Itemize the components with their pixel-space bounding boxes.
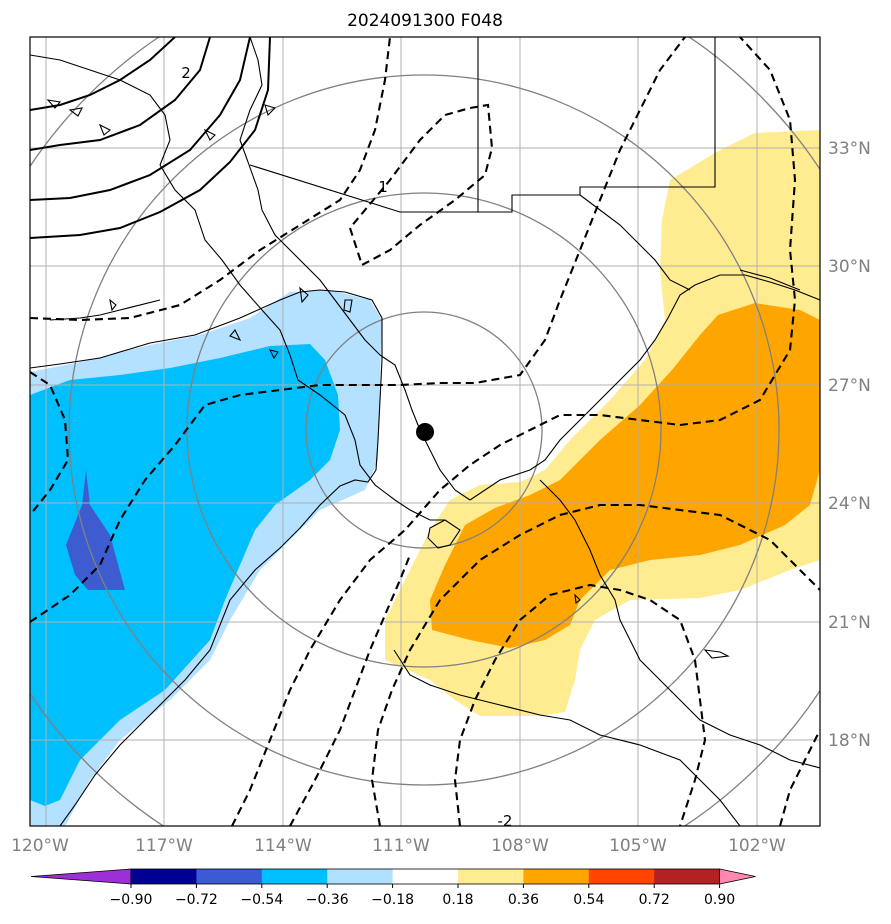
map-plot-area: 2 1 -2 (30, 37, 820, 830)
positive-anomaly-medium (430, 303, 820, 648)
lat-label: 30°N (828, 257, 871, 277)
figure-title: 2024091300 F048 (347, 11, 503, 31)
lat-label: 18°N (828, 731, 871, 751)
colorbar-tick-label: −0.18 (371, 892, 414, 908)
coastlines (30, 37, 820, 826)
dashed-contours (30, 37, 820, 826)
colorbar-segment (392, 869, 459, 884)
contour-label-1: 1 (378, 178, 388, 196)
colorbar-tick-label: −0.36 (306, 892, 349, 908)
colorbar-segment (458, 869, 524, 884)
lat-label: 24°N (828, 494, 871, 514)
colorbar-tick-label: 0.90 (704, 892, 735, 908)
colorbar-segment (654, 869, 721, 884)
lon-label: 102°W (728, 836, 786, 856)
colorbar-tick-label: −0.54 (240, 892, 283, 908)
colorbar-segment (523, 869, 590, 884)
lat-label: 33°N (828, 139, 871, 159)
colorbar-tick-label: −0.72 (175, 892, 218, 908)
solid-contours (30, 37, 271, 239)
colorbar-extend-low (30, 868, 132, 885)
lat-label: 21°N (828, 613, 871, 633)
colorbar-segment (327, 869, 394, 884)
colorbar-segment (261, 869, 328, 884)
map-frame (29, 36, 821, 827)
negative-anomaly-medium (30, 344, 340, 806)
colorbar-tick-label: 0.36 (508, 892, 539, 908)
colorbar-segment (588, 869, 655, 884)
colorbar-tick-label: 0.18 (442, 892, 473, 908)
contour-label-2: 2 (181, 64, 191, 82)
lon-label: 105°W (609, 836, 667, 856)
lat-label: 27°N (828, 376, 871, 396)
lon-label: 120°W (11, 836, 69, 856)
colorbar-segment (196, 869, 263, 884)
colorbar: −0.90 −0.72 −0.54 −0.36 −0.18 0.18 0.36 0.54 0.7… (30, 868, 756, 908)
lat-tick-labels: 33°N 30°N 27°N 24°N 21°N 18°N (828, 139, 871, 751)
lon-tick-labels: 120°W 117°W 114°W 111°W 108°W 105°W 102°… (11, 836, 786, 856)
colorbar-tick-label: 0.54 (573, 892, 604, 908)
lon-label: 117°W (135, 836, 193, 856)
lon-label: 111°W (372, 836, 430, 856)
colorbar-outline (130, 868, 720, 885)
lon-label: 108°W (491, 836, 549, 856)
lon-label: 114°W (254, 836, 312, 856)
negative-anomaly-dark (66, 470, 125, 590)
colorbar-segment (131, 869, 197, 884)
storm-center-marker (416, 423, 434, 441)
contour-label-neg2: -2 (498, 812, 513, 830)
colorbar-tick-label: −0.90 (110, 892, 153, 908)
colorbar-extend-high (719, 868, 756, 885)
map-gridlines (30, 37, 820, 826)
colorbar-tick-label: 0.72 (639, 892, 670, 908)
